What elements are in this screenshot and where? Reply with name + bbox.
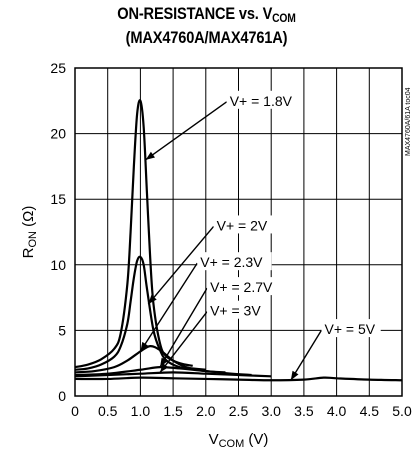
annotation-arrow-line xyxy=(145,101,228,161)
annotation-arrowhead xyxy=(140,341,149,352)
annotation-label: V+ = 2V xyxy=(217,217,268,233)
x-tick-label: 2.0 xyxy=(196,403,216,419)
annotation-label: V+ = 2.3V xyxy=(200,254,263,270)
figure-id-watermark: MAX4760A/61A toc04 xyxy=(405,87,412,156)
x-tick-label: 3.5 xyxy=(294,403,314,419)
annotation-arrow-line xyxy=(290,329,323,381)
annotation-arrow-line xyxy=(159,311,208,373)
y-tick-label: 5 xyxy=(58,322,66,338)
y-tick-label: 10 xyxy=(50,257,66,273)
series-line-6 xyxy=(74,376,403,382)
annotation-label-background xyxy=(197,252,272,271)
x-tick-label: 4.0 xyxy=(327,403,347,419)
annotation-arrowhead xyxy=(160,363,169,373)
y-tick-label: 15 xyxy=(50,191,66,207)
annotation-arrow-line xyxy=(147,225,215,305)
annotation-label: V+ = 1.8V xyxy=(230,93,293,109)
annotation-label-background xyxy=(207,300,267,319)
series-line-1 xyxy=(74,99,193,369)
annotation-arrowhead xyxy=(145,151,155,160)
annotation-label: V+ = 5V xyxy=(325,321,376,337)
annotation-label-background xyxy=(213,215,273,234)
annotation-label-background xyxy=(226,90,302,109)
plot-frame xyxy=(74,67,403,397)
annotation-arrowhead xyxy=(148,295,157,305)
annotation-label: V+ = 2.7V xyxy=(210,279,273,295)
x-tick-label: 4.5 xyxy=(360,403,380,419)
y-tick-label: 25 xyxy=(50,60,66,76)
annotation-arrowhead xyxy=(290,370,299,381)
annotation-label-background xyxy=(321,319,381,338)
chart-title-line-2: (MAX4760A/MAX4761A) xyxy=(125,28,288,47)
x-axis-label: VCOM (V) xyxy=(209,431,269,450)
annotation-label-background xyxy=(207,277,282,296)
x-tick-label: 2.5 xyxy=(229,403,249,419)
annotation-arrowhead xyxy=(160,357,168,368)
x-tick-label: 1.0 xyxy=(131,403,151,419)
x-tick-label: 0.5 xyxy=(98,403,118,419)
y-tick-label: 20 xyxy=(50,126,66,142)
series-line-4 xyxy=(74,366,252,377)
series-line-5 xyxy=(74,371,272,378)
x-tick-label: 0 xyxy=(71,403,79,419)
annotation-label: V+ = 3V xyxy=(210,303,261,319)
annotation-arrow-line xyxy=(159,287,208,368)
x-tick-label: 5.0 xyxy=(392,403,412,419)
chart-title-line-1: ON-RESISTANCE vs. VCOM xyxy=(117,4,296,25)
y-tick-label: 0 xyxy=(58,388,66,404)
x-tick-label: 3.0 xyxy=(261,403,281,419)
x-tick-label: 1.5 xyxy=(163,403,183,419)
annotation-arrow-line xyxy=(139,262,198,352)
y-axis-label: RON (Ω) xyxy=(20,206,39,259)
